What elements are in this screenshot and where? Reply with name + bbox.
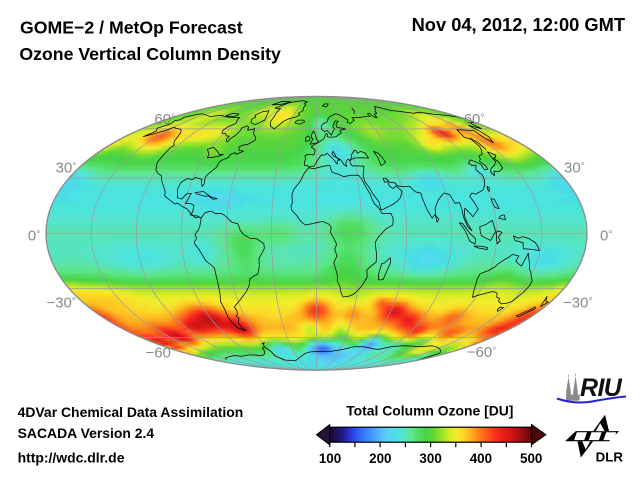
svg-text:−30°: −30° bbox=[46, 295, 75, 312]
svg-text:Nov 04, 2012, 12:00 GMT: Nov 04, 2012, 12:00 GMT bbox=[412, 14, 625, 35]
svg-text:4DVar Chemical Data Assimilati: 4DVar Chemical Data Assimilation bbox=[18, 404, 244, 420]
svg-text:GOME−2 / MetOp Forecast: GOME−2 / MetOp Forecast bbox=[20, 18, 243, 38]
svg-text:300: 300 bbox=[419, 451, 441, 466]
svg-text:30°: 30° bbox=[56, 160, 77, 177]
svg-text:0°: 0° bbox=[28, 227, 40, 244]
svg-text:http://wdc.dlr.de: http://wdc.dlr.de bbox=[18, 450, 125, 466]
svg-text:60°: 60° bbox=[154, 111, 175, 128]
svg-text:−60°: −60° bbox=[467, 344, 496, 361]
svg-text:−30°: −30° bbox=[563, 295, 592, 312]
svg-text:30°: 30° bbox=[564, 160, 585, 177]
svg-text:400: 400 bbox=[470, 451, 492, 466]
svg-text:100: 100 bbox=[319, 451, 341, 466]
svg-text:Total Column Ozone [DU]: Total Column Ozone [DU] bbox=[346, 402, 513, 418]
svg-text:SACADA Version 2.4: SACADA Version 2.4 bbox=[18, 425, 155, 441]
svg-text:−60°: −60° bbox=[145, 344, 174, 361]
svg-text:0°: 0° bbox=[600, 227, 612, 244]
svg-text:60°: 60° bbox=[464, 111, 485, 128]
svg-text:500: 500 bbox=[520, 451, 542, 466]
svg-text:DLR: DLR bbox=[596, 450, 624, 465]
svg-text:200: 200 bbox=[369, 451, 391, 466]
svg-text:Ozone Vertical Column Density: Ozone Vertical Column Density bbox=[19, 44, 281, 64]
